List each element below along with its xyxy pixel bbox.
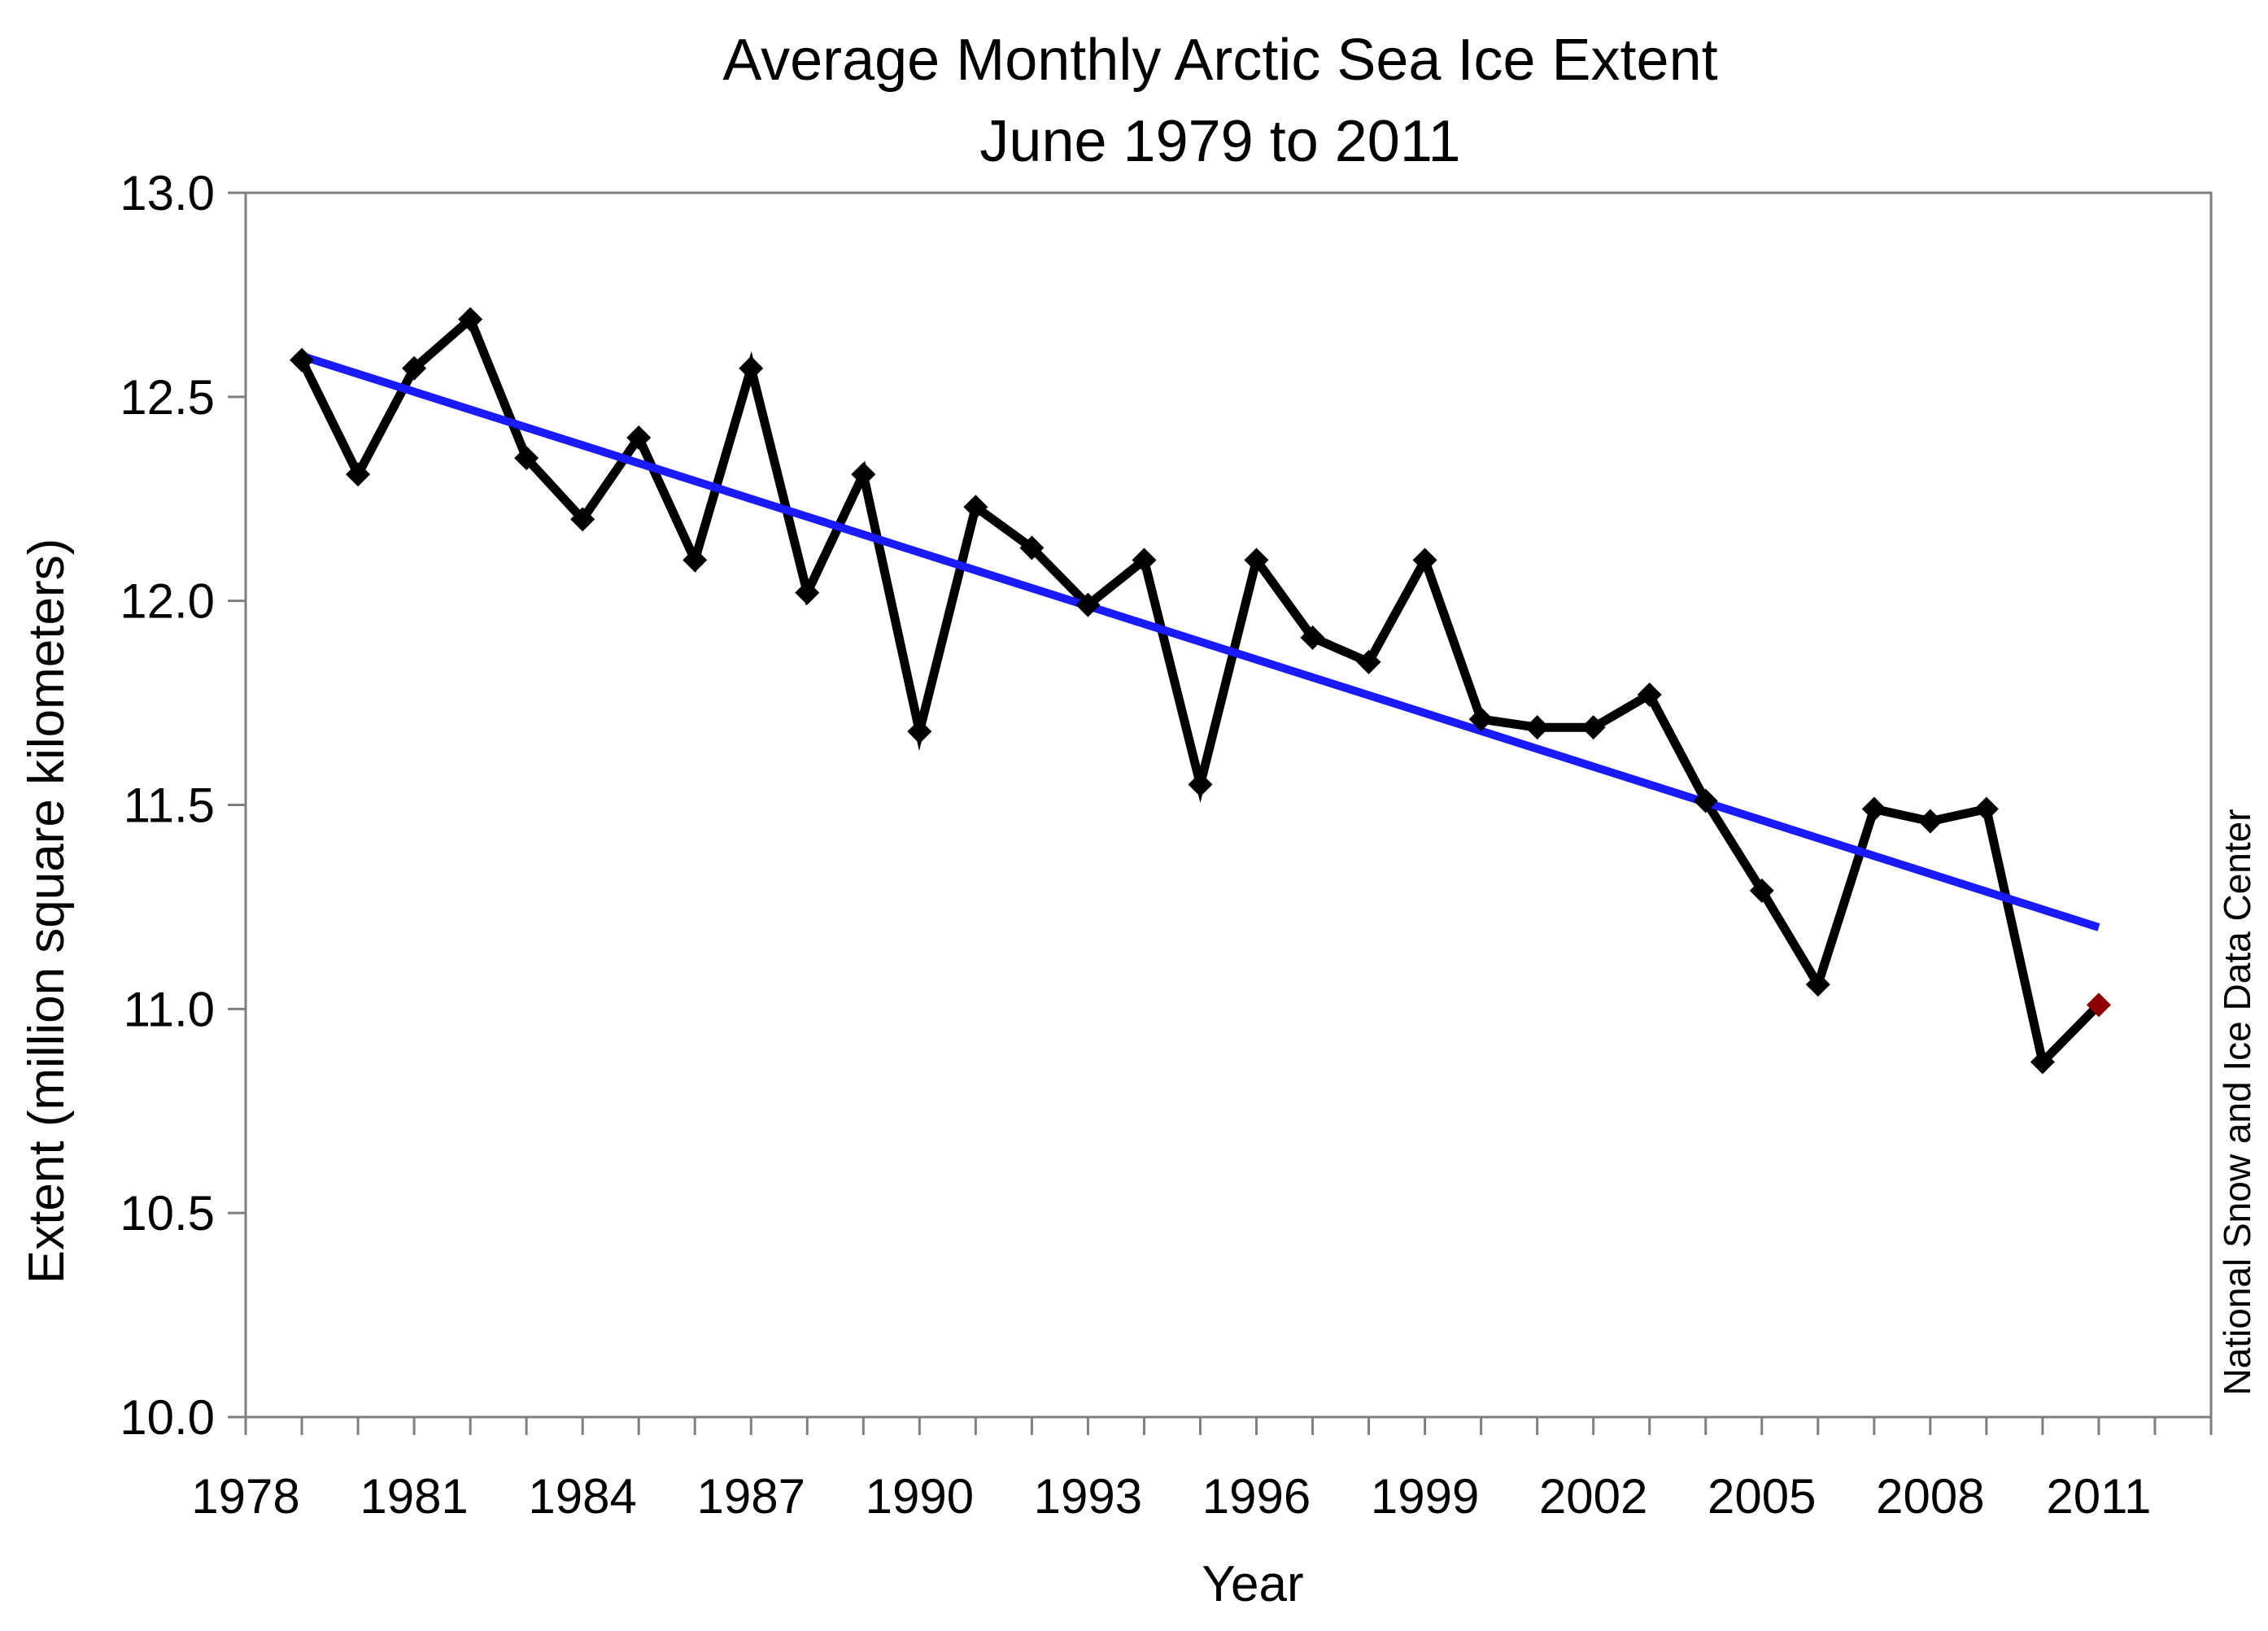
data-point	[1749, 878, 1774, 903]
data-point	[683, 547, 708, 573]
y-tick-label: 12.0	[120, 574, 215, 629]
data-point	[402, 355, 427, 381]
y-tick-label: 11.0	[124, 982, 215, 1036]
data-point	[1244, 547, 1269, 573]
trend-line	[300, 351, 2100, 931]
data-point	[1693, 788, 1718, 813]
data-point	[1132, 547, 1157, 573]
y-tick-label: 10.5	[120, 1186, 215, 1241]
x-tick-label: 2011	[2046, 1469, 2151, 1524]
y-tick-label: 13.0	[120, 166, 215, 220]
x-tick-label: 1987	[697, 1469, 805, 1524]
y-axis-label: Extent (million square kilometers)	[19, 539, 75, 1284]
data-point	[1581, 715, 1606, 740]
x-tick-label: 1978	[191, 1469, 299, 1524]
credit-label: National Snow and Ice Data Center	[2216, 809, 2258, 1395]
data-point	[626, 425, 652, 450]
data-point	[346, 462, 371, 487]
chart-subtitle: June 1979 to 2011	[979, 109, 1460, 174]
data-point	[1300, 625, 1325, 650]
data-point	[1524, 715, 1550, 740]
data-point	[851, 462, 876, 487]
x-tick-label: 1990	[866, 1469, 974, 1524]
data-point	[963, 495, 988, 520]
x-axis: 1978 1981 1984 1987 1990 1993 1996 1999 2002 2005…	[191, 1417, 2213, 1524]
data-point	[1075, 592, 1101, 617]
y-tick-label: 11.5	[124, 778, 215, 833]
x-tick-label: 2002	[1539, 1469, 1647, 1524]
data-point	[1356, 649, 1381, 674]
plot-area-frame	[244, 191, 2213, 1419]
data-point	[795, 580, 820, 605]
y-axis: 10.0 10.5 11.0 11.5 12.0 12.5 13.0	[120, 166, 246, 1445]
y-tick-label: 10.0	[120, 1390, 215, 1445]
x-tick-label: 1993	[1034, 1469, 1142, 1524]
series-line-june-extent	[298, 312, 2102, 1071]
x-tick-label: 1981	[360, 1469, 468, 1524]
series-layer	[290, 307, 2111, 1075]
data-point	[514, 446, 539, 471]
x-tick-label: 1996	[1202, 1469, 1311, 1524]
data-point	[1468, 707, 1494, 732]
data-point	[1019, 535, 1045, 560]
x-tick-label: 2005	[1708, 1469, 1816, 1524]
data-point	[1861, 796, 1886, 822]
y-tick-label: 12.5	[120, 370, 215, 425]
data-point	[2030, 1049, 2055, 1075]
data-point	[739, 355, 764, 381]
data-point	[1412, 547, 1437, 573]
data-point-highlight	[2086, 992, 2111, 1018]
x-tick-label: 1999	[1371, 1469, 1479, 1524]
x-tick-label: 2008	[1876, 1469, 1984, 1524]
data-point	[1917, 809, 1943, 834]
data-point	[290, 347, 315, 373]
x-tick-label: 1984	[528, 1469, 636, 1524]
chart-title: Average Monthly Arctic Sea Ice Extent	[722, 28, 1717, 93]
data-point	[1974, 796, 1999, 822]
data-point	[907, 719, 932, 744]
data-point	[458, 307, 483, 332]
data-point	[570, 507, 595, 532]
data-point	[1188, 772, 1213, 797]
data-point	[1637, 682, 1662, 708]
data-point	[1805, 972, 1830, 997]
x-axis-label: Year	[1202, 1556, 1303, 1612]
